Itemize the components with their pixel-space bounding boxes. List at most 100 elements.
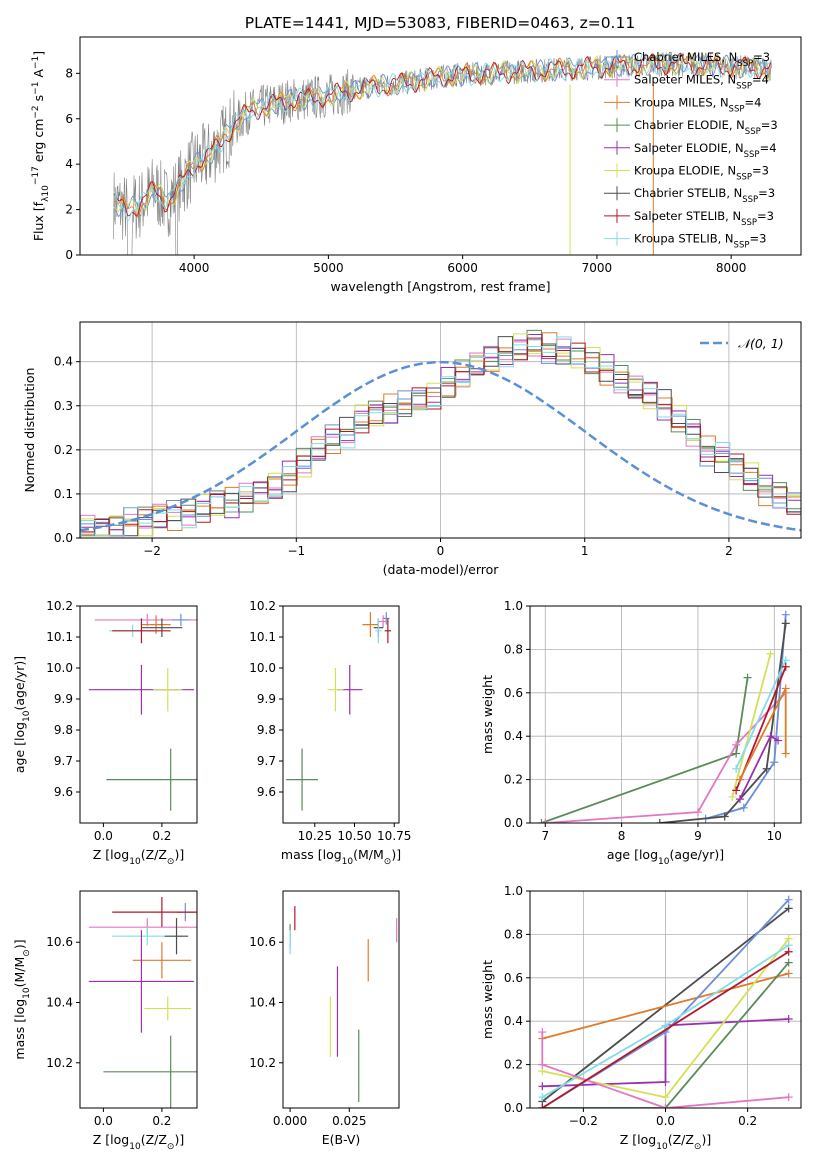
y-tick-label: 10.6 xyxy=(249,935,276,949)
legend-entry: Chabrier STELIB, NSSP=3 xyxy=(634,186,775,205)
x-tick-label: 0 xyxy=(437,544,445,558)
x-axis-label-part: 10 xyxy=(129,857,141,867)
legend-entry-text: Kroupa ELODIE, N xyxy=(634,164,736,178)
legend-entry-sub: SSP xyxy=(737,59,753,69)
weight-marker xyxy=(781,684,790,693)
y-tick-label: 0.6 xyxy=(504,686,523,700)
legend-entry-text: Chabrier MILES, N xyxy=(634,50,737,64)
y-axis-label-part: Flux [f xyxy=(31,201,46,241)
weight-marker xyxy=(693,808,702,817)
y-tick-label: 10.2 xyxy=(46,1056,73,1070)
weight-marker xyxy=(537,819,546,823)
legend-entry: Salpeter MILES, NSSP=4 xyxy=(634,73,769,92)
y-tick-label: 10.0 xyxy=(249,661,276,675)
x-tick-label: 10.25 xyxy=(298,829,332,843)
y-axis-label-part: λ xyxy=(41,196,51,202)
spectrum-data-line xyxy=(113,52,772,255)
y-axis-label: age [log10(age/yr)] xyxy=(12,656,32,773)
weight-marker xyxy=(774,736,783,745)
normal-reference-curve xyxy=(80,360,801,532)
weight-line xyxy=(541,951,790,1108)
x-axis-label: Z [log10(Z/Z⊙)] xyxy=(93,1132,184,1152)
y-tick-label: 0.4 xyxy=(504,729,523,743)
legend-entry: Chabrier MILES, NSSP=3 xyxy=(634,50,770,69)
y-axis-label-part: −2 xyxy=(31,105,41,118)
axes-frame xyxy=(79,605,198,824)
weight-marker xyxy=(766,649,775,658)
y-tick-label: 0.6 xyxy=(504,971,523,985)
x-tick-label: 4000 xyxy=(179,261,210,275)
y-axis-label-part: s xyxy=(31,95,46,106)
spectrum-model-line xyxy=(113,52,772,217)
legend-entry-text: Salpeter STELIB, N xyxy=(634,209,741,223)
y-tick-label: 10.1 xyxy=(46,630,73,644)
y-axis-label-part: A xyxy=(31,69,46,82)
x-axis-label-part: Z [log xyxy=(620,1132,656,1147)
y-axis-label-part: ] xyxy=(31,51,46,56)
x-axis-label-part: 10 xyxy=(656,1142,668,1152)
x-tick-label: 0.2 xyxy=(738,1114,757,1128)
weight-line xyxy=(731,653,772,798)
weight-marker xyxy=(538,1093,547,1102)
x-axis-label-part: ⊙ xyxy=(167,1142,175,1152)
x-axis-label: Z [log10(Z/Z⊙)] xyxy=(620,1132,711,1152)
x-axis-label-part: ⊙ xyxy=(167,857,175,867)
y-tick-label: 10.4 xyxy=(249,996,276,1010)
weight-marker xyxy=(661,1077,670,1086)
y-axis-label-part: mass [log xyxy=(12,999,27,1060)
y-axis-label-part: age [log xyxy=(12,722,27,773)
legend-entry-tail: =3 xyxy=(758,186,775,200)
legend-entry-tail: =3 xyxy=(753,50,770,64)
legend-entry-sub: SSP xyxy=(745,127,761,137)
histogram-step xyxy=(80,339,801,538)
x-tick-label: 2 xyxy=(725,544,733,558)
y-axis-label-part: −1 xyxy=(31,56,41,69)
y-tick-label: 1.0 xyxy=(504,599,523,613)
plot-area xyxy=(538,895,793,1108)
weight-marker xyxy=(732,786,741,795)
y-tick-label: 6 xyxy=(65,112,73,126)
y-tick-label: 0.0 xyxy=(54,531,73,545)
x-tick-label: 0.0 xyxy=(656,1114,675,1128)
weight-marker xyxy=(781,619,790,628)
y-tick-label: 0.1 xyxy=(54,487,73,501)
y-tick-label: 9.9 xyxy=(54,692,73,706)
x-tick-label: 0.2 xyxy=(152,829,171,843)
weight-marker xyxy=(770,758,779,767)
legend-entry-sub: SSP xyxy=(736,173,752,183)
y-tick-label: 1.0 xyxy=(504,884,523,898)
weight-marker xyxy=(732,749,741,758)
axes-Z-age: 0.0 0.29.69.79.89.910.010.110.2Z [log10(Z… xyxy=(12,599,198,867)
x-axis-label: mass [log10(M/M⊙)] xyxy=(281,847,401,867)
y-tick-label: 9.8 xyxy=(54,723,73,737)
x-axis-label-part: )] xyxy=(174,847,184,862)
legend-entry-text: Salpeter ELODIE, N xyxy=(634,141,744,155)
x-tick-label: 0.0 xyxy=(94,1114,113,1128)
legend-entry-text: Chabrier STELIB, N xyxy=(634,186,742,200)
y-tick-label: 10.0 xyxy=(46,661,73,675)
y-tick-label: 9.9 xyxy=(257,692,276,706)
x-axis-label-part: Z [log xyxy=(93,847,129,862)
spectrum-model-line xyxy=(113,53,772,218)
weight-marker xyxy=(661,1093,670,1102)
y-tick-label: 10.2 xyxy=(249,1056,276,1070)
y-tick-label: 9.7 xyxy=(257,754,276,768)
x-axis-label: wavelength [Angstrom, rest frame] xyxy=(330,279,550,294)
x-axis-label-part: )] xyxy=(701,1132,711,1147)
weight-marker xyxy=(538,1082,547,1091)
axes-frame xyxy=(79,36,802,256)
legend-entry-sub: SSP xyxy=(729,104,745,114)
plot-area xyxy=(537,610,790,823)
x-tick-label: 8000 xyxy=(716,261,747,275)
axes-mass-age: 10.25 10.50 10.75 9.6 9.7 9.8 9.9 10.0 10.1 10.2 m… xyxy=(249,599,411,867)
y-axis-label: Flux [fλ10−17 erg cm−2 s−1 A−1] xyxy=(31,51,51,241)
weight-line xyxy=(542,962,790,1108)
weight-marker xyxy=(784,895,793,904)
x-axis-label-part: )] xyxy=(391,847,401,862)
legend-entry-sub: SSP xyxy=(741,218,757,228)
x-tick-label: −2 xyxy=(143,544,161,558)
spectrum-model-line xyxy=(113,52,772,222)
y-tick-label: 0 xyxy=(65,248,73,262)
